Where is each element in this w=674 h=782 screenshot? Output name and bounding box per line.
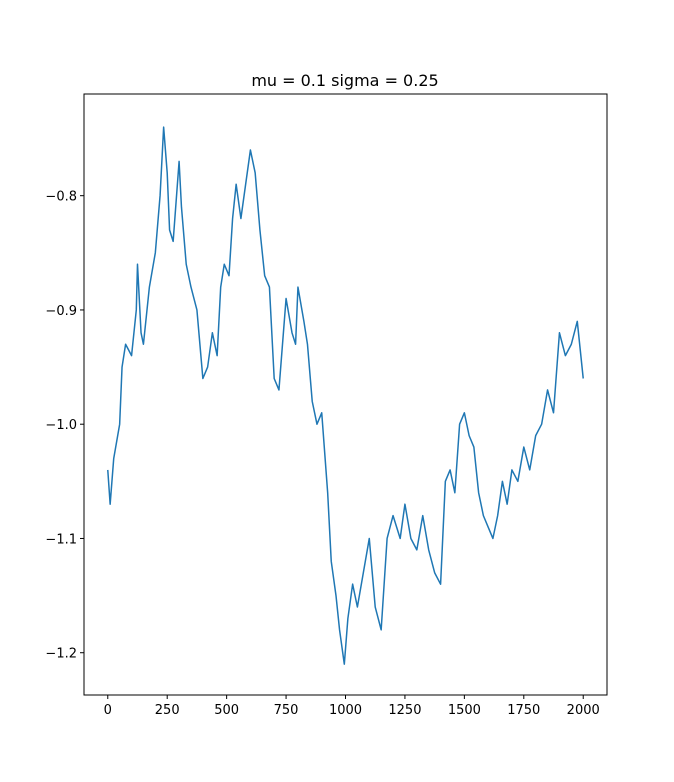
x-tick-label: 1500 xyxy=(448,703,481,718)
y-tick-label: −0.8 xyxy=(45,190,77,205)
y-tick-label: −1.1 xyxy=(45,532,77,547)
line xyxy=(107,126,584,665)
x-tick-label: 1750 xyxy=(507,703,540,718)
x-tick-label: 750 xyxy=(274,703,299,718)
y-tick-label: −0.9 xyxy=(45,304,77,319)
axes-frame xyxy=(83,93,608,696)
x-tick-label: 250 xyxy=(155,703,180,718)
chart-title: mu = 0.1 sigma = 0.25 xyxy=(251,71,438,90)
y-tick-label: −1.0 xyxy=(45,418,77,433)
x-tick-label: 0 xyxy=(104,703,112,718)
x-tick-label: 1250 xyxy=(388,703,421,718)
y-tick-label: −1.2 xyxy=(45,647,77,662)
x-tick-label: 2000 xyxy=(567,703,600,718)
x-tick-label: 500 xyxy=(214,703,239,718)
x-tick-label: 1000 xyxy=(329,703,362,718)
